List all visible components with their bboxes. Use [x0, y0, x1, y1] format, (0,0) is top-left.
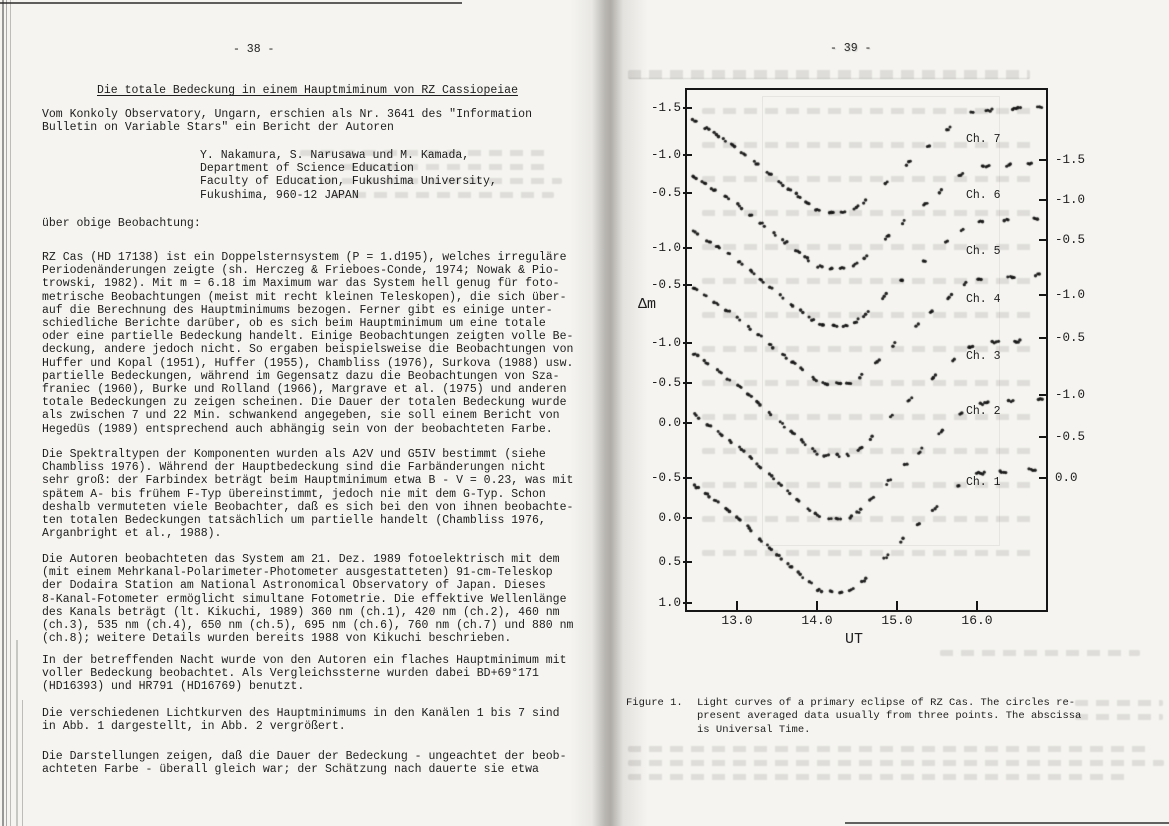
scan-edge-line — [22, 700, 23, 826]
y-axis-tick-label: -1.0 — [1055, 193, 1086, 207]
y-axis-tick-label: -0.5 — [650, 278, 681, 292]
y-axis-tick-label: -0.5 — [650, 471, 681, 485]
authors-block: Y. Nakamura, S. Narusawa und M. Kamada, … — [200, 149, 497, 202]
body-paragraph: Die Spektraltypen der Komponenten wurden… — [42, 448, 574, 541]
x-axis-label: UT — [845, 631, 864, 648]
scan-edge-line — [10, 0, 11, 826]
bleed-through-artifact — [1075, 700, 1163, 706]
figure-1-plot-frame — [685, 88, 1048, 612]
y-axis-tick-label: 1.0 — [658, 596, 681, 610]
x-axis-tick-label: 16.0 — [961, 613, 993, 628]
scan-edge-line — [2, 0, 4, 826]
bleed-through-artifact — [1075, 714, 1163, 720]
bleed-through-artifact — [628, 774, 1128, 780]
scan-edge-line — [6, 0, 7, 826]
y-axis-tick-label: -0.5 — [650, 376, 681, 390]
figure-caption-text: Light curves of a primary eclipse of RZ … — [697, 697, 1082, 736]
y-axis-tick-label: 0.0 — [658, 511, 681, 525]
left-page-number: - 38 - — [233, 43, 275, 56]
y-axis-tick-label: -0.5 — [1055, 430, 1086, 444]
y-axis-tick-label: -0.5 — [1055, 331, 1086, 345]
y-axis-tick-label: 0.5 — [658, 555, 681, 569]
body-paragraph: Die Autoren beobachteten das System am 2… — [42, 553, 574, 646]
y-axis-tick-label: -0.5 — [650, 186, 681, 200]
body-paragraph: Die verschiedenen Lichtkurven des Hauptm… — [42, 707, 560, 734]
figure-caption-label: Figure 1. — [626, 697, 683, 709]
bleed-through-artifact — [940, 650, 1140, 656]
y-axis-tick-label: -1.5 — [650, 101, 681, 115]
bleed-through-artifact — [628, 760, 1164, 766]
body-paragraph: Die Darstellungen zeigen, daß die Dauer … — [42, 750, 567, 777]
body-paragraph: In der betreffenden Nacht wurde von den … — [42, 654, 567, 694]
y-axis-tick-label: -1.5 — [1055, 153, 1086, 167]
body-paragraph: RZ Cas (HD 17138) ist ein Doppelsternsys… — [42, 251, 574, 436]
bleed-through-artifact — [628, 70, 1030, 79]
x-axis-tick-label: 13.0 — [721, 613, 753, 628]
y-axis-label: Δm — [638, 296, 657, 313]
right-page-number: - 39 - — [830, 42, 872, 55]
y-axis-tick-label: -1.0 — [650, 148, 681, 162]
article-title: Die totale Bedeckung in einem Hauptmimin… — [97, 84, 518, 97]
scan-top-line — [0, 2, 462, 4]
y-axis-tick-label: -1.0 — [1055, 288, 1086, 302]
x-axis-tick-label: 14.0 — [801, 613, 833, 628]
y-axis-tick-label: -1.0 — [1055, 388, 1086, 402]
intro-text: Vom Konkoly Observatory, Ungarn, erschie… — [42, 108, 532, 135]
y-axis-tick-label: -1.0 — [650, 241, 681, 255]
lead-in-text: über obige Beobachtung: — [42, 217, 201, 230]
y-axis-tick-label: -0.5 — [1055, 233, 1086, 247]
y-axis-tick-label: 0.0 — [658, 416, 681, 430]
y-axis-tick-label: 0.0 — [1055, 471, 1078, 485]
x-axis-tick-label: 15.0 — [881, 613, 913, 628]
scan-edge-line — [16, 640, 18, 826]
y-axis-tick-label: -1.0 — [650, 336, 681, 350]
scan-bottom-line — [845, 822, 1169, 824]
bleed-through-artifact — [628, 746, 1148, 752]
